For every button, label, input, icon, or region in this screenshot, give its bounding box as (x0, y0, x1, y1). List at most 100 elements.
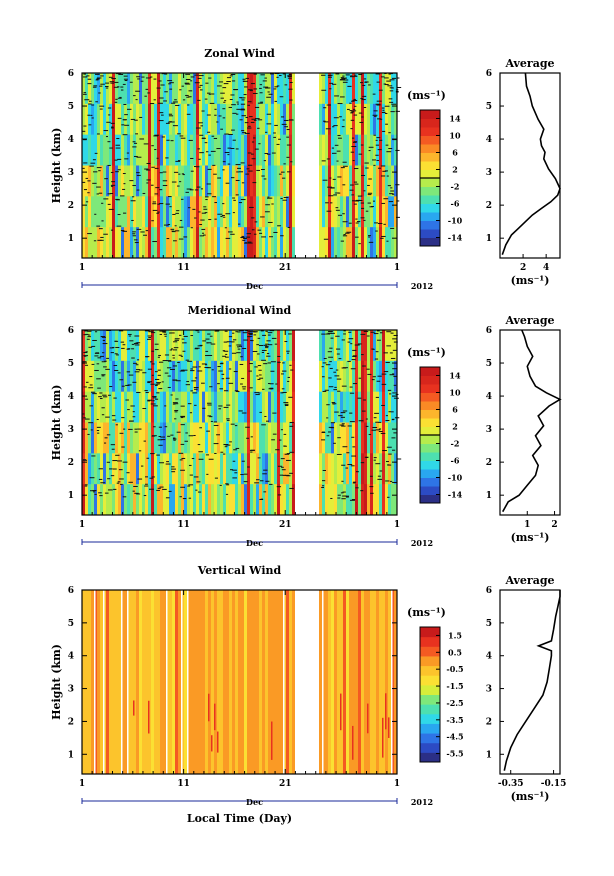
contour-mark (232, 469, 237, 471)
contour-mark (361, 116, 364, 118)
contour-mark (328, 195, 334, 197)
contour-mark (100, 83, 105, 85)
heatmap-cell (262, 196, 265, 228)
heatmap-cell (184, 330, 187, 362)
contour-mark (118, 330, 124, 332)
heatmap-cell (337, 360, 340, 393)
colorbar-swatch (420, 418, 440, 427)
contour-mark (196, 186, 201, 188)
contour-mark (326, 435, 330, 437)
heatmap-cell (97, 453, 100, 485)
contour-mark (82, 361, 87, 363)
contour-mark (226, 77, 232, 79)
heatmap-column (361, 590, 364, 774)
heatmap-cell (385, 103, 388, 136)
heatmap-cell (346, 484, 349, 516)
contour-mark (389, 352, 393, 354)
contour-mark (331, 152, 337, 154)
contour-mark (213, 443, 219, 445)
heatmap-cell (127, 360, 130, 393)
contour-mark (194, 377, 198, 379)
heatmap-cell (118, 391, 121, 423)
contour-mark (354, 183, 359, 185)
contour-mark (379, 332, 383, 334)
contour-mark (130, 118, 135, 120)
heatmap-cell (130, 196, 133, 228)
contour-mark (178, 173, 181, 175)
contour-mark (165, 122, 170, 124)
contour-mark (347, 360, 351, 362)
contour-mark (249, 387, 253, 389)
heatmap-column (250, 590, 253, 774)
heatmap-cell (145, 165, 148, 197)
contour-mark (218, 115, 222, 117)
heatmap-cell (289, 73, 292, 105)
contour-mark (256, 375, 259, 377)
contour-mark (242, 80, 248, 82)
contour-mark (352, 482, 356, 484)
contour-mark (275, 449, 280, 451)
contour-mark (175, 104, 180, 106)
contour-mark (339, 96, 345, 98)
contour-mark (170, 434, 174, 436)
contour-mark (327, 75, 332, 77)
heatmap-cell (367, 484, 370, 516)
contour-mark (243, 481, 248, 483)
heatmap-cell (124, 360, 127, 393)
heatmap-cell (232, 422, 235, 454)
contour-mark (211, 369, 214, 371)
heatmap-cell (271, 484, 274, 516)
contour-mark (97, 239, 102, 241)
contour-mark (202, 232, 205, 234)
heatmap-cell (154, 73, 157, 105)
heatmap-cell (265, 484, 268, 516)
contour-mark (224, 227, 227, 229)
contour-mark (351, 100, 355, 102)
contour-mark (242, 132, 247, 134)
heatmap-cell (178, 360, 181, 393)
heatmap-cell (214, 330, 217, 362)
heatmap-cell (91, 360, 94, 393)
heatmap-cell (343, 330, 346, 362)
contour-mark (135, 90, 141, 92)
contour-mark (156, 489, 160, 491)
contour-mark (274, 124, 278, 126)
contour-mark (165, 497, 170, 499)
contour-mark (283, 445, 286, 447)
contour-mark (232, 139, 236, 141)
heatmap-cell (94, 422, 97, 454)
contour-mark (378, 89, 383, 91)
contour-mark (284, 453, 290, 455)
contour-mark (176, 210, 180, 212)
contour-mark (94, 369, 99, 371)
heatmap (82, 330, 397, 516)
contour-mark (375, 139, 378, 141)
heatmap-cell (367, 360, 370, 393)
contour-mark (103, 233, 108, 235)
contour-mark (234, 472, 238, 474)
heatmap-cell (175, 484, 178, 516)
contour-mark (279, 96, 284, 98)
contour-mark (128, 333, 132, 335)
heatmap-column (337, 590, 340, 774)
contour-mark (124, 80, 128, 82)
heatmap-cell (97, 391, 100, 423)
heatmap-cell (178, 422, 181, 454)
contour-mark (157, 356, 160, 358)
heatmap-cell (250, 422, 253, 454)
heatmap-cell (145, 360, 148, 393)
heatmap-cell (256, 227, 259, 259)
contour-mark (265, 345, 269, 347)
heatmap-cell (91, 484, 94, 516)
contour-mark (84, 485, 88, 487)
heatmap-column (289, 590, 292, 774)
heatmap-cell (361, 134, 364, 166)
heatmap-cell (250, 453, 253, 485)
heatmap-cell (373, 73, 376, 105)
contour-mark (207, 404, 212, 406)
contour-mark (221, 214, 225, 216)
contour-mark (156, 212, 159, 214)
heatmap-cell (124, 227, 127, 259)
heatmap-cell (211, 227, 214, 259)
